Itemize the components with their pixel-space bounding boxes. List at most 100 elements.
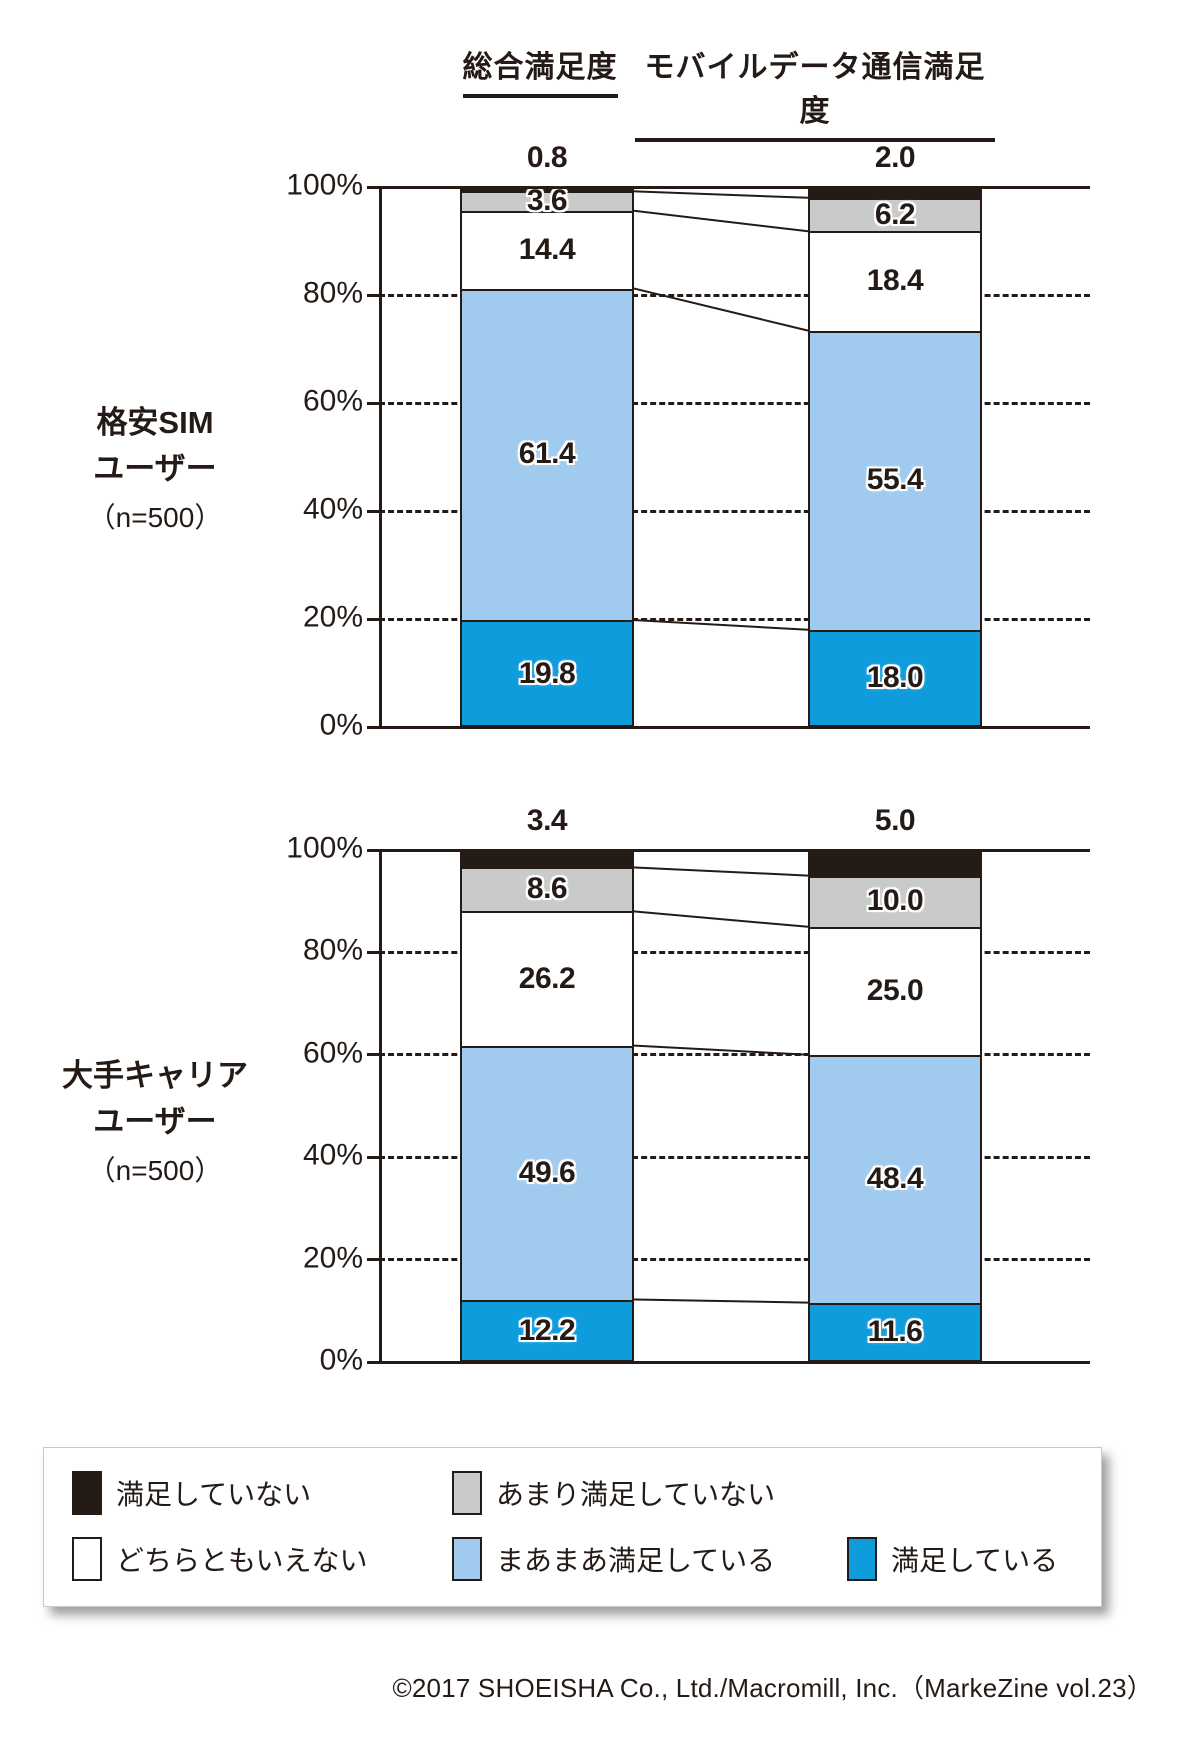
- legend-label: あまり満足していない: [496, 1479, 776, 1510]
- segment-value-label: 25.0: [866, 973, 924, 1007]
- legend-label: 満足していない: [116, 1479, 312, 1510]
- y-axis-tick: [367, 1155, 379, 1159]
- y-axis-tick: [367, 1053, 379, 1057]
- bar-segment-lightblue: [808, 330, 982, 630]
- bar-segment-gray: [460, 867, 634, 912]
- legend-box: 満足していない あまり満足していない どちらともいえない まあまあ満足している …: [43, 1447, 1102, 1607]
- y-axis-tick: [367, 848, 379, 852]
- legend-item-satisfied: 満足している: [847, 1536, 1058, 1582]
- bar-segment-lightblue: [460, 1045, 634, 1300]
- legend-row: どちらともいえない まあまあ満足している 満足している: [44, 1536, 1101, 1582]
- bar-segment-white: [808, 926, 982, 1055]
- y-axis-label: 0%: [319, 708, 363, 742]
- segment-value-label: 12.2: [518, 1313, 576, 1347]
- legend-row: 満足していない あまり満足していない: [44, 1470, 1101, 1516]
- bar-segment-black: [808, 187, 982, 198]
- bar-segment-gray: [808, 197, 982, 232]
- y-axis-label: 20%: [302, 1241, 363, 1275]
- legend-item-neutral: どちらともいえない: [72, 1536, 367, 1582]
- segment-value-label: 49.6: [518, 1155, 576, 1189]
- legend-label: 満足している: [891, 1545, 1059, 1576]
- gridline-20: [379, 1258, 1090, 1262]
- column-header-mobile-data: モバイルデータ通信満足度: [635, 42, 995, 142]
- y-axis-line: [379, 187, 382, 727]
- column-header-overall: 総合満足度: [375, 42, 705, 98]
- segment-value-label: 11.6: [867, 1315, 923, 1349]
- bar-segment-gray: [808, 875, 982, 927]
- gridline-40: [379, 509, 1090, 513]
- bar-segment-white: [808, 231, 982, 331]
- group-sample-size: （n=500）: [87, 1155, 223, 1186]
- segment-value-label: 3.4: [526, 804, 568, 837]
- y-axis-tick: [367, 950, 379, 954]
- group-label-line2: ユーザー: [93, 451, 217, 486]
- blue-swatch-icon: [847, 1537, 877, 1581]
- segment-value-label: 61.4: [518, 437, 576, 471]
- gridline-80: [379, 950, 1090, 954]
- y-axis-tick: [367, 509, 379, 513]
- y-axis-label: 40%: [302, 1138, 363, 1172]
- segment-value-label: 8.6: [526, 872, 568, 906]
- y-axis-tick: [367, 725, 379, 729]
- y-axis-label: 60%: [302, 384, 363, 418]
- y-axis-line: [379, 850, 382, 1362]
- group-sample-size: （n=500）: [87, 502, 223, 533]
- segment-value-label: 2.0: [874, 141, 916, 174]
- segment-value-label: 6.2: [874, 197, 916, 231]
- column-header-overall-text: 総合満足度: [462, 42, 618, 98]
- white-swatch-icon: [72, 1537, 102, 1581]
- black-swatch-icon: [72, 1471, 102, 1515]
- group-label-line2: ユーザー: [93, 1104, 217, 1139]
- legend-label: どちらともいえない: [116, 1545, 368, 1576]
- stacked-bar: 0.8 3.6 14.4 61.4 19.8: [460, 141, 634, 727]
- y-axis-label: 40%: [302, 492, 363, 526]
- legend-label: まあまあ満足している: [496, 1545, 776, 1576]
- segment-value-label: 48.4: [866, 1161, 924, 1195]
- bar-segment-gray: [460, 191, 634, 211]
- y-axis-label: 100%: [286, 168, 363, 202]
- gridline-20: [379, 617, 1090, 621]
- segment-connector-lines: [633, 190, 809, 631]
- y-axis-label: 60%: [302, 1036, 363, 1070]
- gridline-40: [379, 1155, 1090, 1159]
- segment-value-label: 19.8: [518, 656, 576, 690]
- y-axis-label: 0%: [319, 1343, 363, 1377]
- y-axis-label: 20%: [302, 600, 363, 634]
- top-axis-line: [379, 848, 1090, 852]
- stacked-bar: 3.4 8.6 26.2 49.6 12.2: [460, 804, 634, 1362]
- y-axis-tick: [367, 185, 379, 189]
- stacked-bar: 5.0 10.0 25.0 48.4 11.6: [808, 804, 982, 1362]
- y-axis-tick: [367, 1258, 379, 1262]
- column-header-mobile-data-text: モバイルデータ通信満足度: [635, 42, 995, 142]
- top-axis-line: [379, 185, 1090, 189]
- bar-segment-black: [460, 850, 634, 868]
- y-axis-tick: [367, 293, 379, 297]
- y-axis-label: 80%: [302, 276, 363, 310]
- segment-value-label: 0.8: [526, 141, 568, 174]
- gridline-60: [379, 1053, 1090, 1057]
- group-label-line1: 格安SIM: [96, 405, 214, 440]
- y-axis-tick: [367, 1360, 379, 1364]
- bar-segment-black: [808, 850, 982, 876]
- gray-swatch-icon: [452, 1471, 482, 1515]
- y-axis-label: 100%: [286, 831, 363, 865]
- segment-value-label: 5.0: [874, 804, 916, 837]
- bar-segment-blue: [808, 629, 982, 727]
- bar-segment-blue: [460, 620, 634, 727]
- segment-value-label: 18.4: [866, 263, 924, 297]
- segment-connector-lines: [633, 866, 809, 1304]
- bar-segment-blue: [460, 1299, 634, 1362]
- group-label-budget-sim: 格安SIM ユーザー （n=500）: [30, 400, 280, 538]
- gridline-60: [379, 401, 1090, 405]
- legend-item-not-very-satisfied: あまり満足していない: [452, 1470, 775, 1516]
- segment-value-label: 14.4: [518, 232, 576, 266]
- copyright-credit: ©2017 SHOEISHA Co., Ltd./Macromill, Inc.…: [392, 1673, 1153, 1703]
- segment-value-label: 55.4: [866, 463, 924, 497]
- bar-segment-white: [460, 911, 634, 1046]
- bar-segment-black: [460, 187, 634, 192]
- legend-item-somewhat-satisfied: まあまあ満足している: [452, 1536, 775, 1582]
- x-axis-baseline: [379, 725, 1090, 729]
- segment-value-label: 26.2: [518, 961, 576, 995]
- bar-segment-lightblue: [460, 288, 634, 621]
- lightblue-swatch-icon: [452, 1537, 482, 1581]
